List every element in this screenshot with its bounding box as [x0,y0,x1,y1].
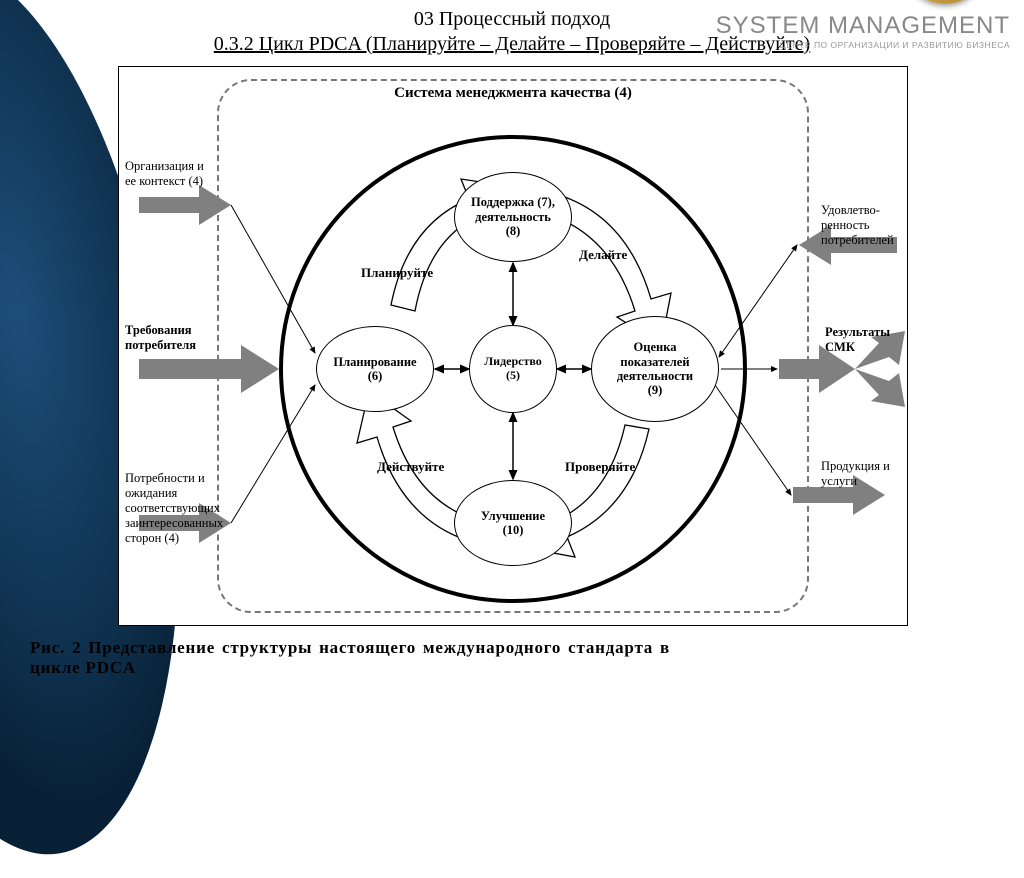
label-plan: Планируйте [361,265,433,281]
brand-logo: SM [902,0,988,4]
input-org-context: Организация иее контекст (4) [125,159,225,189]
input-requirements: Требованияпотребителя [125,323,225,353]
node-improvement: Улучшение(10) [454,480,572,566]
footer-brand: SYSTEM MANAGEMENT [716,12,1010,40]
output-results: РезультатыСМК [825,325,915,355]
node-support: Поддержка (7),деятельность(8) [454,172,572,262]
label-check: Проверяйте [565,459,635,475]
diagram-frame: Система менеджмента качества (4) [118,66,908,626]
footer: SYSTEM MANAGEMENT ЦЕНТР ПО ОРГАНИЗАЦИИ И… [716,12,1010,50]
label-do: Делайте [579,247,627,263]
input-needs: Потребности иожиданиясоответствующихзаин… [125,471,245,546]
output-satisfaction: Удовлетво-ренностьпотребителей [821,203,911,248]
footer-tagline: ЦЕНТР ПО ОРГАНИЗАЦИИ И РАЗВИТИЮ БИЗНЕСА [716,40,1010,50]
node-leadership: Лидерство(5) [469,325,557,413]
node-evaluation: Оценкапоказателейдеятельности(9) [591,316,719,422]
node-planning: Планирование(6) [316,326,434,412]
label-act: Действуйте [377,459,444,475]
figure-caption: Рис. 2 Представление структуры настоящег… [30,638,670,678]
output-products: Продукция иуслуги [821,459,911,489]
